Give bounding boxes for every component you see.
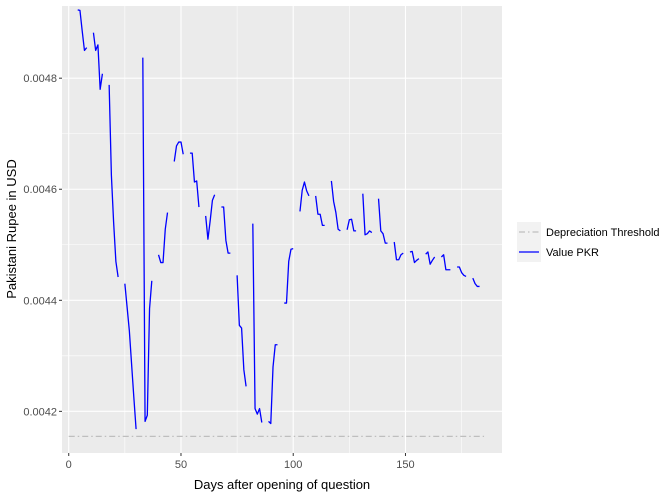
series-line-segment [299,181,310,212]
series-line-segment [472,277,480,288]
x-tick-label: 50 [175,459,187,471]
series-layer [68,9,485,437]
x-tick-label: 0 [66,459,72,471]
legend-label-depreciation-threshold: Depreciation Threshold [546,227,660,239]
legend-label-value-pkr: Value PKR [546,247,599,259]
series-line-segment [440,254,451,271]
x-tick-label: 150 [396,459,414,471]
y-tick-label: 0.0046 [23,184,57,196]
x-tick-label: 100 [284,459,302,471]
series-line-segment [362,193,373,236]
series-line-segment [315,195,325,226]
series-line-segment [108,84,119,278]
series-line-segment [457,266,467,278]
series-line-segment [284,248,294,304]
y-axis: 0.0042 0.0044 0.0046 0.0048 [23,73,62,418]
series-line-segment [157,212,169,264]
series-line-segment [77,9,88,52]
major-gridlines [62,6,502,453]
y-tick-label: 0.0044 [23,295,57,307]
plot-panel [62,6,502,453]
series-line-segment [173,141,184,162]
y-tick-label: 0.0042 [23,406,57,418]
y-tick-label: 0.0048 [23,73,57,85]
series-line-segment [346,218,357,232]
series-line-segment [221,206,231,254]
series-line-segment [377,198,388,244]
x-axis-title: Days after opening of question [194,477,370,492]
legend: Depreciation Threshold Value PKR [517,222,660,262]
series-line-segment [92,32,104,90]
series-line-segment [205,194,216,240]
series-line-segment [252,223,263,423]
minor-gridlines [62,6,502,453]
series-line-segment [142,57,153,423]
series-line-segment [236,275,247,387]
series-line-segment [124,283,137,430]
series-line-segment [409,250,420,264]
series-line-segment [189,152,200,208]
series-value-pkr [77,9,480,430]
series-line-segment [425,251,436,265]
series-line-segment [268,344,278,425]
y-axis-title: Pakistani Rupee in USD [4,159,19,298]
series-line-segment [393,241,404,261]
x-axis: 0 50 100 150 [66,453,415,471]
series-line-segment [330,180,341,232]
